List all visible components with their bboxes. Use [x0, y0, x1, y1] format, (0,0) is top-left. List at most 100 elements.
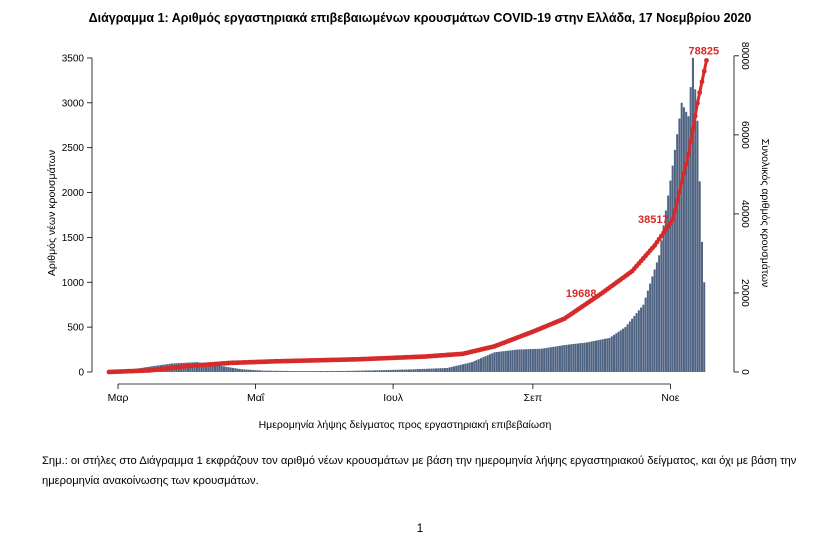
bar	[238, 368, 241, 372]
cumulative-point	[697, 90, 703, 95]
bar	[574, 343, 577, 372]
bar	[567, 344, 570, 372]
bar	[367, 370, 370, 372]
bar	[259, 370, 262, 372]
bar	[295, 371, 298, 372]
bar	[340, 370, 343, 372]
bar	[545, 347, 548, 372]
bar	[277, 370, 280, 372]
bar	[457, 365, 460, 372]
bar	[570, 344, 573, 372]
bar	[437, 368, 440, 372]
right-tick-label: 60000	[739, 121, 750, 149]
bar	[509, 350, 512, 372]
cumulative-point	[681, 170, 687, 176]
bar	[613, 334, 616, 372]
bar	[500, 351, 503, 372]
bar	[606, 338, 609, 372]
bar	[484, 356, 487, 372]
bar	[290, 371, 293, 372]
bar	[691, 57, 694, 372]
bar	[624, 327, 627, 372]
cumulative-line-group	[106, 58, 709, 375]
bar	[646, 290, 649, 372]
left-axis: 0 500 1000 1500 2000 2500 3000 3500	[62, 53, 93, 379]
data-label: 38517	[638, 214, 669, 226]
left-tick-label: 2500	[62, 143, 85, 154]
bar	[547, 347, 550, 372]
bar	[419, 369, 422, 372]
bar	[459, 364, 462, 372]
bar	[252, 369, 255, 372]
bar	[651, 276, 654, 372]
bar	[599, 339, 602, 372]
bar	[383, 370, 386, 372]
bar	[502, 351, 505, 372]
bar	[344, 370, 347, 372]
bar	[534, 348, 537, 372]
bar	[356, 370, 359, 372]
bar	[565, 344, 568, 372]
bar	[306, 371, 309, 372]
cumulative-line	[108, 60, 708, 374]
bar	[322, 371, 325, 372]
bar	[398, 369, 401, 372]
bar	[324, 371, 327, 372]
bar	[430, 368, 433, 372]
bar	[432, 368, 435, 372]
bars-group	[108, 57, 706, 373]
bar	[365, 370, 368, 372]
bar	[428, 368, 431, 372]
x-axis-label: Ημερομηνία λήψης δείγματος προς εργαστηρ…	[259, 419, 552, 431]
bar	[376, 370, 379, 372]
bar	[232, 367, 235, 372]
bar	[518, 349, 521, 372]
bar	[664, 210, 667, 372]
bar	[680, 102, 683, 372]
cumulative-point	[683, 161, 689, 167]
bar	[315, 371, 318, 372]
bar	[326, 370, 329, 372]
bar	[450, 366, 453, 372]
bar	[299, 371, 302, 372]
bar	[358, 370, 361, 372]
bar	[227, 367, 230, 372]
bar	[669, 180, 672, 372]
bar	[425, 368, 428, 372]
page-number: 1	[416, 521, 424, 535]
bar	[511, 350, 514, 372]
bar	[507, 350, 510, 372]
bar	[673, 149, 676, 372]
cumulative-point	[701, 68, 707, 74]
bar	[292, 371, 295, 372]
bar	[448, 367, 451, 372]
bar	[272, 370, 275, 372]
bar	[604, 338, 607, 372]
bar	[283, 370, 286, 372]
bar	[304, 371, 307, 372]
bar	[392, 369, 395, 372]
bar	[254, 370, 257, 372]
bar	[529, 349, 532, 372]
bar	[576, 343, 579, 372]
cumulative-point	[679, 180, 685, 185]
cumulative-point	[677, 189, 682, 195]
bar	[466, 363, 469, 372]
bar	[441, 368, 444, 372]
data-label: 78825	[688, 45, 719, 57]
data-label: 19688	[566, 288, 597, 300]
bar	[561, 345, 564, 372]
bar	[317, 371, 320, 372]
bar	[522, 349, 525, 372]
chart-title: Διάγραμμα 1: Αριθμός εργαστηριακά επιβεβ…	[88, 11, 752, 25]
bar	[446, 367, 449, 372]
bar	[328, 370, 331, 372]
bar	[452, 366, 455, 372]
bar	[256, 370, 259, 372]
bar	[281, 370, 284, 372]
bar	[698, 181, 701, 372]
cumulative-point	[695, 100, 700, 106]
x-tick-label: Ιουλ	[383, 392, 403, 404]
bar	[274, 370, 277, 372]
annotations-group: 19688 38517 78825	[566, 45, 719, 300]
